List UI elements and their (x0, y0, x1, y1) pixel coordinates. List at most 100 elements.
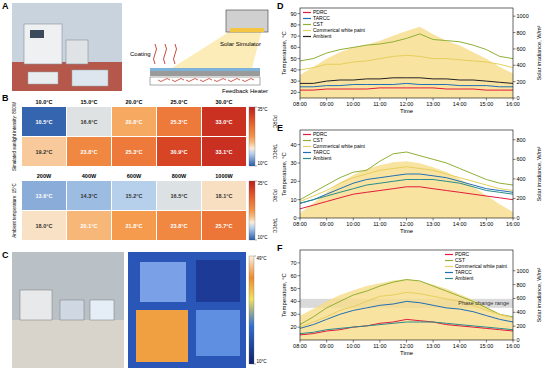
thermal-image (128, 252, 246, 368)
heat-cell (22, 211, 66, 240)
y2-tick-label: 600 (517, 295, 526, 301)
heater-coil (186, 79, 198, 82)
y-tick (298, 301, 301, 302)
heat-cell (202, 137, 246, 166)
x-tick-label: 11:00 (373, 343, 386, 349)
y-tick-label: 30 (290, 78, 296, 84)
y2-tick-label: 200 (517, 195, 526, 201)
heat-cell (22, 137, 66, 166)
y2-tick (513, 178, 516, 179)
legend-swatch (303, 158, 311, 159)
series-line (300, 319, 513, 335)
colorbar (249, 107, 255, 166)
panel-label: A (2, 1, 9, 11)
legend-swatch (303, 12, 311, 13)
colorbar-label: 35°C (258, 181, 269, 186)
photo-bench (12, 320, 124, 368)
x-tick-label: 15:00 (479, 221, 493, 227)
frame (300, 250, 513, 340)
heater-coil (228, 79, 240, 82)
legend-swatch (303, 18, 311, 19)
x-axis-title: Time (400, 350, 414, 356)
legend-swatch (445, 266, 453, 267)
series-area (300, 27, 513, 98)
cell-label: 18.1°C (216, 193, 233, 199)
heat-cell (67, 107, 111, 136)
y-tick-label: 30 (290, 311, 296, 317)
panel-label: C (2, 250, 9, 260)
series-area (300, 161, 513, 218)
heater-coil (242, 79, 254, 82)
legend-swatch (445, 254, 453, 255)
diagram-label: Solar Simulator (220, 41, 261, 47)
y-tick (298, 144, 301, 145)
y2-tick (513, 48, 516, 49)
series-line (300, 180, 513, 204)
y-axis-title: Temperature, °C (281, 30, 287, 74)
cell-label: 20.1°C (81, 223, 98, 229)
heater (150, 77, 260, 85)
thermal-cool (196, 310, 240, 356)
colorbar (249, 181, 255, 240)
colorbar-label: 49°C (257, 256, 268, 261)
series-line (300, 167, 513, 202)
heat-cell (67, 137, 111, 166)
y2-tick (513, 159, 516, 160)
legend-swatch (303, 24, 311, 25)
y2-tick (513, 139, 516, 140)
y2-tick (513, 81, 516, 82)
side-label: Ambient temperature: 15°C (12, 182, 17, 237)
x-tick-label: 10:00 (346, 343, 360, 349)
legend-label: Ambient (313, 155, 332, 161)
column-header: 800W (172, 173, 187, 179)
y-tick-label: 20 (290, 89, 296, 95)
annotation-label: Phase change range (458, 300, 509, 306)
y-tick (298, 199, 301, 200)
y-tick (298, 13, 301, 14)
y2-tick-label: 800 (517, 282, 526, 288)
legend-swatch (303, 152, 311, 153)
legend-swatch (303, 30, 311, 31)
heater-coil (200, 79, 212, 82)
series-line (300, 83, 513, 86)
legend-label: Ambient (313, 33, 332, 39)
cell-label: 16.6°C (81, 119, 98, 125)
y2-tick (513, 326, 516, 327)
colorbar-label: 10°C (258, 235, 269, 240)
y-tick-label: 50 (290, 56, 296, 62)
y-tick-label: 70 (290, 33, 296, 39)
heat-cell (202, 107, 246, 136)
column-header: 15.0°C (81, 99, 98, 105)
y2-tick (513, 98, 516, 99)
diagram-label: Coating (130, 51, 151, 57)
x-tick-label: 12:00 (400, 221, 414, 227)
chart: 010203040020040060080008:0009:0010:0011:… (281, 130, 542, 234)
y2-tick-label: 800 (517, 137, 526, 143)
heater-coil (214, 79, 226, 82)
y-tick (298, 69, 301, 70)
cell-label: 33.1°C (216, 149, 233, 155)
x-tick-label: 12:00 (400, 101, 414, 107)
colorbar (249, 256, 254, 364)
x-tick-label: 15:00 (479, 343, 493, 349)
panel-label: E (277, 123, 283, 133)
heat-wave (164, 44, 167, 64)
y-tick (298, 92, 301, 93)
y2-tick-label: 600 (517, 156, 526, 162)
y-tick (298, 47, 301, 48)
column-header: 200W (37, 173, 52, 179)
y2-tick (513, 218, 516, 219)
y2-tick (513, 198, 516, 199)
heat-cell (22, 181, 66, 210)
photo-sample (72, 70, 108, 86)
y2-tick (513, 340, 516, 341)
heat-cell (202, 181, 246, 210)
y-tick (298, 262, 301, 263)
column-header: 1000W (215, 173, 233, 179)
y-tick (298, 314, 301, 315)
y-tick (298, 181, 301, 182)
colorbar-label: 10°C (257, 359, 268, 364)
x-tick-label: 14:00 (453, 101, 467, 107)
column-header: 400W (82, 173, 97, 179)
row-name: TARCC (272, 218, 277, 234)
